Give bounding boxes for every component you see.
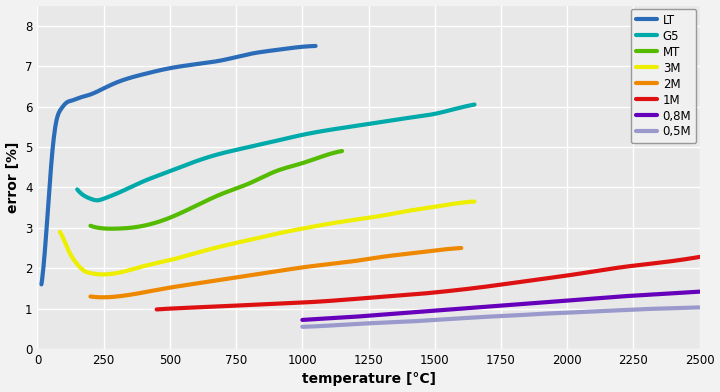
0,5M	[548, 311, 557, 316]
LT	[235, 54, 243, 59]
Line: 0,5M: 0,5M	[302, 307, 700, 327]
LT	[311, 44, 320, 48]
0,8M	[585, 296, 593, 301]
1M	[217, 304, 226, 309]
0,8M	[548, 299, 557, 304]
3M	[221, 243, 230, 248]
MT	[245, 181, 253, 186]
G5	[231, 148, 240, 152]
LT	[236, 54, 245, 58]
G5	[324, 128, 333, 132]
G5	[363, 122, 372, 127]
MT	[117, 226, 126, 231]
0,8M	[455, 307, 464, 311]
1M	[544, 276, 553, 280]
2M	[132, 291, 140, 296]
X-axis label: temperature [°C]: temperature [°C]	[302, 372, 436, 387]
2M	[355, 258, 364, 263]
3M	[98, 272, 107, 277]
MT	[107, 226, 116, 231]
0,5M	[346, 322, 354, 327]
3M	[318, 223, 326, 227]
1M	[494, 283, 503, 287]
G5	[203, 155, 212, 160]
2M	[86, 294, 95, 299]
MT	[168, 214, 177, 219]
0,5M	[298, 325, 307, 329]
3M	[356, 217, 364, 221]
1M	[547, 275, 556, 280]
G5	[361, 122, 369, 127]
1M	[696, 254, 704, 259]
LT	[37, 282, 46, 287]
MT	[338, 149, 346, 153]
Line: LT: LT	[42, 46, 315, 284]
Line: MT: MT	[91, 151, 342, 229]
LT	[127, 75, 135, 80]
0,5M	[585, 309, 593, 314]
LT	[145, 70, 154, 75]
G5	[470, 102, 479, 107]
0,8M	[696, 289, 704, 294]
Line: G5: G5	[77, 105, 474, 200]
G5	[93, 198, 102, 203]
0,8M	[298, 318, 307, 322]
2M	[98, 295, 107, 299]
MT	[86, 223, 95, 228]
1M	[329, 298, 338, 303]
0,8M	[346, 315, 354, 319]
MT	[186, 206, 195, 211]
G5	[73, 187, 81, 192]
2M	[234, 275, 243, 279]
MT	[269, 170, 277, 175]
1M	[367, 295, 376, 300]
3M	[107, 272, 115, 276]
MT	[269, 170, 278, 174]
1M	[153, 307, 161, 312]
3M	[470, 199, 479, 204]
0,5M	[455, 316, 464, 321]
G5	[122, 187, 130, 192]
Legend: LT, G5, MT, 3M, 2M, 1M, 0,8M, 0,5M: LT, G5, MT, 3M, 2M, 1M, 0,8M, 0,5M	[631, 9, 696, 143]
LT	[70, 97, 78, 102]
0,5M	[428, 318, 436, 323]
0,8M	[428, 309, 436, 313]
Line: 3M: 3M	[60, 201, 474, 274]
3M	[358, 216, 366, 221]
0,8M	[587, 296, 595, 301]
Line: 0,8M: 0,8M	[302, 292, 700, 320]
LT	[210, 59, 218, 64]
2M	[208, 279, 217, 283]
Line: 1M: 1M	[157, 257, 700, 309]
3M	[55, 229, 64, 234]
2M	[320, 262, 329, 267]
2M	[356, 258, 365, 263]
3M	[192, 250, 200, 255]
0,5M	[587, 309, 595, 314]
2M	[457, 246, 466, 250]
Y-axis label: error [%]: error [%]	[6, 142, 19, 213]
0,5M	[696, 305, 704, 310]
Line: 2M: 2M	[91, 248, 462, 297]
